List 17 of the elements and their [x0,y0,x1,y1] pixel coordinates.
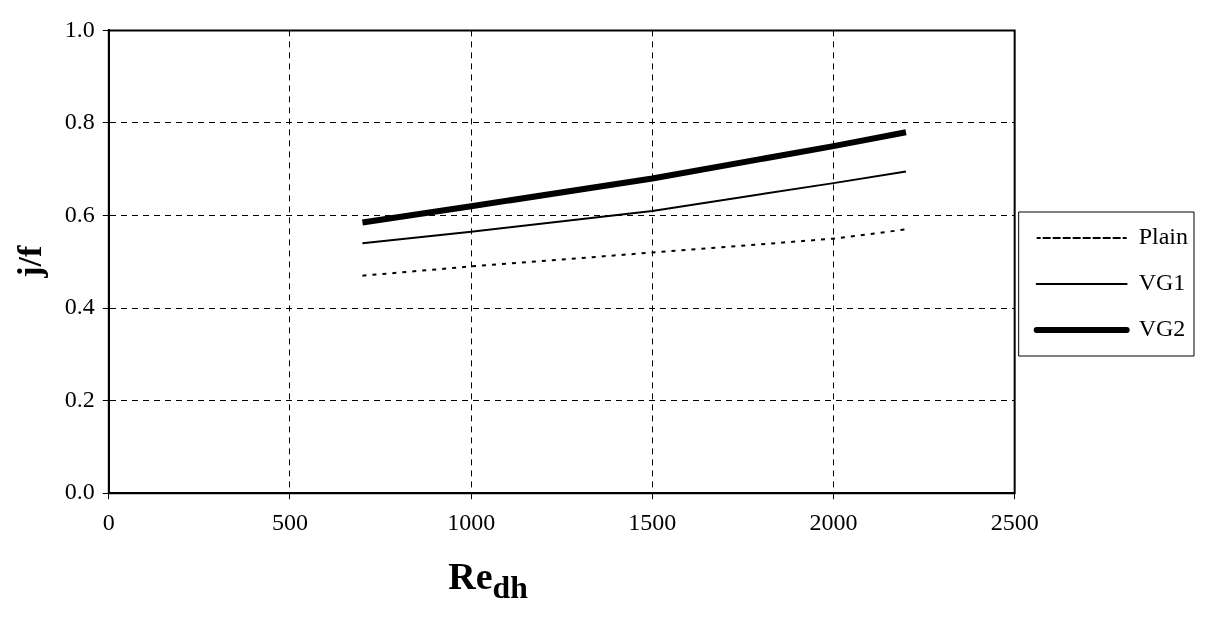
legend-label: Plain [1138,223,1189,250]
x-tick-label: 500 [271,508,308,535]
y-tick-label: 0.2 [64,385,95,412]
y-axis-title: j/f [11,245,49,279]
x-tick-label: 1000 [447,508,496,535]
x-tick-label: 2500 [990,508,1039,535]
y-tick-label: 0.4 [64,293,95,320]
x-tick-label: 2000 [809,508,858,535]
y-tick-label: 0.8 [64,108,95,135]
x-tick-label: 0 [102,508,115,535]
x-axis-title: Re$_{dh}$ [447,554,529,606]
x-tick-label: 1500 [628,508,677,535]
y-tick-label: 0.0 [64,478,95,505]
legend-label: VG1 [1138,269,1186,296]
legend-label: VG2 [1138,315,1186,342]
y-tick-label: 0.6 [64,200,95,227]
y-tick-label: 1.0 [64,15,95,42]
